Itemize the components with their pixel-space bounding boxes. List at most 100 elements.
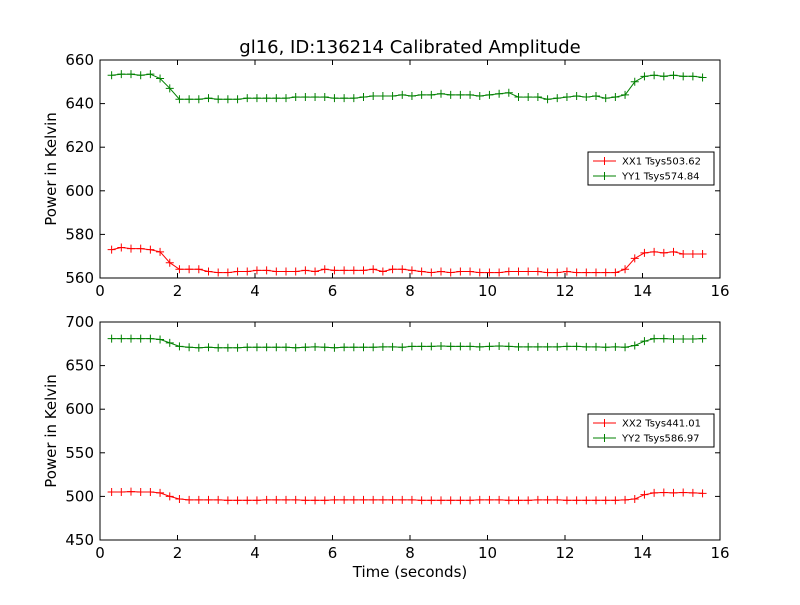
data-point [378,495,387,504]
data-point [456,267,465,276]
data-point [679,72,688,81]
data-point [679,488,688,497]
data-point [679,335,688,344]
data-point [524,267,533,276]
data-point [175,265,184,274]
x-tick-label: 6 [328,282,338,300]
data-point [475,495,484,504]
data-point [320,343,329,352]
data-point [214,343,223,352]
plot-frame [99,321,721,541]
data-point [504,342,513,351]
data-point [524,342,533,351]
data-point [611,342,620,351]
data-point [592,91,600,100]
data-point [359,93,368,102]
y-tick-label: 600 [65,400,94,418]
data-point [233,496,242,505]
data-point [185,495,194,504]
data-point [194,495,203,504]
data-point [252,496,261,505]
data-point [320,496,329,505]
data-point [650,247,659,256]
data-point [369,91,378,100]
data-point [456,90,465,99]
data-point [223,95,232,104]
data-point [466,90,475,99]
data-point [223,268,232,277]
data-point [601,496,610,505]
data-point [165,338,174,347]
legend-label: YY2 Tsys586.97 [621,434,700,445]
data-point [669,335,678,344]
data-point [243,94,252,103]
data-point [146,70,155,79]
data-point [117,243,126,252]
data-point [504,496,513,505]
data-point [194,343,203,352]
data-point [572,268,581,277]
data-point [291,343,300,352]
data-point [204,495,213,504]
data-point [698,73,707,82]
data-point [621,495,630,504]
data-point [359,266,368,275]
legend-marker [600,157,609,165]
legend-label: YY1 Tsys574.84 [621,172,700,183]
data-point [456,496,465,505]
data-point [562,267,571,276]
y-tick-label: 560 [65,269,94,287]
legend: XX1 Tsys503.62 YY1 Tsys574.84 [587,151,715,186]
data-point [446,496,455,505]
data-point [330,343,339,352]
data-point [398,343,407,352]
data-point [349,495,358,504]
data-point [185,265,194,274]
x-axis-label: Time (seconds) [352,563,468,581]
data-point [117,334,126,343]
data-point [446,268,455,277]
data-point [562,342,571,351]
data-point [282,495,290,504]
data-point [533,342,542,351]
y-tick-label: 660 [65,51,94,69]
x-tick-label: 16 [710,282,729,300]
x-tick-label: 0 [95,282,105,300]
data-point [340,94,349,103]
data-point [185,343,194,352]
data-point [252,266,261,275]
data-point [679,250,688,259]
data-point [475,268,484,277]
x-tick-label: 12 [555,282,574,300]
data-point [553,268,562,277]
data-point [233,267,242,276]
data-point [243,343,252,352]
data-point [398,495,407,504]
data-point [407,266,416,275]
data-point [388,495,397,504]
data-point [349,94,358,103]
data-point [630,77,639,86]
data-point [340,495,349,504]
data-point [601,94,610,103]
data-point [659,334,668,343]
data-point [311,93,320,102]
lower-plot-panel: 0 2 4 6 8 10 12 14 16 450 500 550 600 650 700 Power in … [42,313,730,581]
data-point [359,343,368,352]
data-point [272,495,281,504]
x-tick-label: 6 [328,544,338,562]
data-point [388,265,397,274]
data-point [407,91,416,100]
data-point [175,495,184,504]
data-point [621,343,630,352]
data-point [156,247,165,256]
data-point [688,72,697,81]
data-point [524,93,533,102]
data-point [582,268,591,277]
data-point [262,343,271,352]
y-tick-label: 600 [65,182,94,200]
data-point [485,342,494,351]
data-point [175,342,184,351]
data-point [485,495,494,504]
